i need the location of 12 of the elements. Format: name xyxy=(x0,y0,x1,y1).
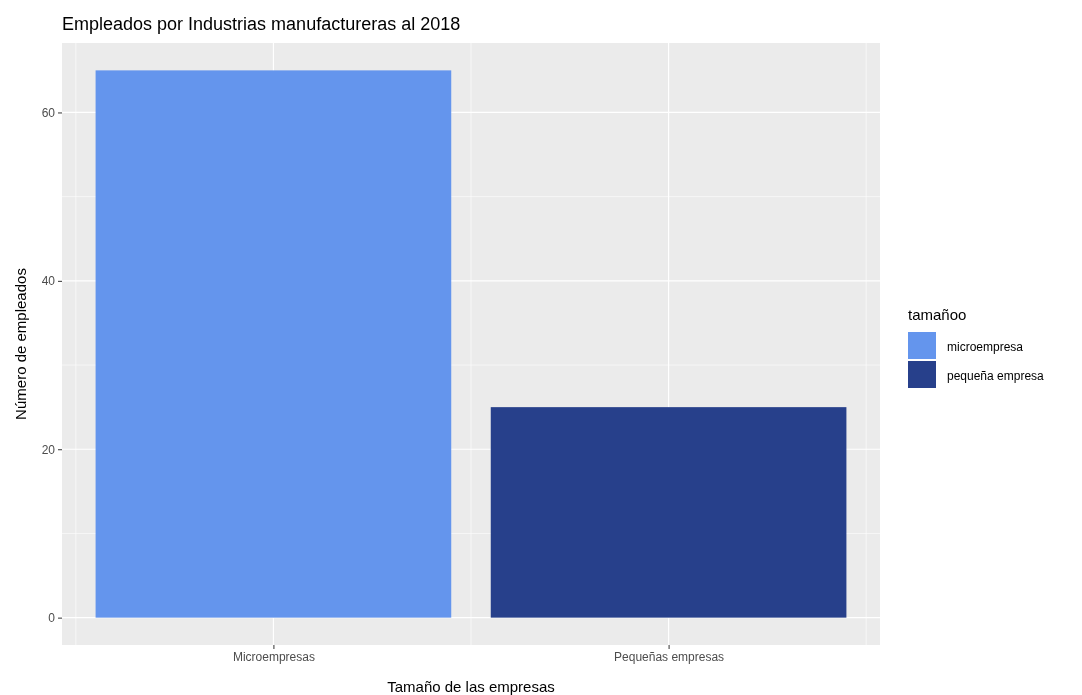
chart-title: Empleados por Industrias manufactureras al 2018 xyxy=(62,14,461,34)
x-tick-label: Microempresas xyxy=(232,649,315,664)
x-axis-title: Tamaño de las empresas xyxy=(387,678,555,695)
legend-title: tamañoo xyxy=(908,306,967,323)
legend-label: pequeña empresa xyxy=(947,369,1045,383)
y-tick-label: 20 xyxy=(41,442,56,457)
x-tick-label: Pequeñas empresas xyxy=(614,649,725,664)
legend-label: microempresa xyxy=(947,340,1024,354)
y-tick-label: 40 xyxy=(41,274,56,289)
y-tick-label: 60 xyxy=(41,105,56,120)
y-axis-title: Número de empleados xyxy=(12,268,29,420)
y-tick-label: 0 xyxy=(48,610,56,625)
